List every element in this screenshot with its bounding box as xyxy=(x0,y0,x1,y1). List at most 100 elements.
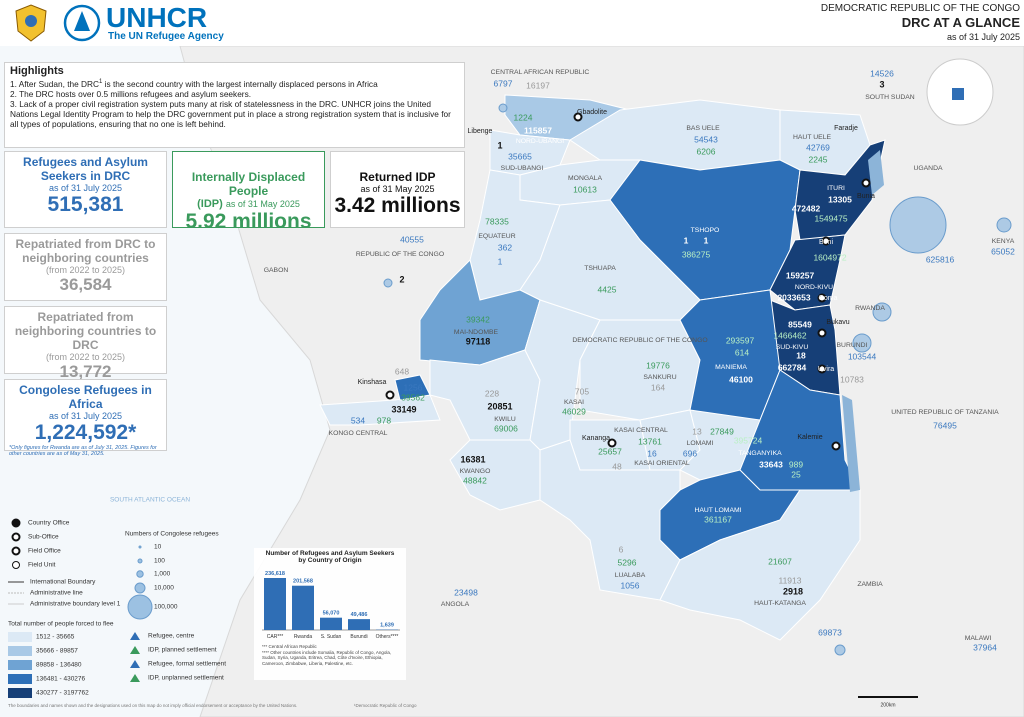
legend-label: 430277 - 3197762 xyxy=(36,690,89,697)
map-label: 13761 xyxy=(638,436,662,446)
legend-site-icon xyxy=(130,646,140,654)
legend-label: Refugee, formal settlement xyxy=(148,661,226,668)
map-label: 19776 xyxy=(646,360,670,370)
map-label: 625816 xyxy=(926,254,955,264)
office-marker xyxy=(817,293,827,303)
map-label: 978 xyxy=(377,415,391,425)
map-label: 16 xyxy=(647,448,657,458)
legend-label: Field Office xyxy=(28,548,61,555)
bar xyxy=(320,617,342,630)
country-name: DEMOCRATIC REPUBLIC OF THE CONGO xyxy=(820,3,1020,14)
map-label: KASAI ORIENTAL xyxy=(634,460,690,467)
map-label: BAS UELE xyxy=(686,125,720,132)
map-label: MALAWI xyxy=(965,635,992,642)
legend-label: 10 xyxy=(154,544,162,551)
superscript: 1 xyxy=(99,79,103,85)
highlight-item: 2. The DRC hosts over 0.5 millions refug… xyxy=(10,88,252,99)
legend-symbol xyxy=(11,518,21,528)
map-label: 472482 xyxy=(792,203,821,213)
map-label: Uvira xyxy=(818,366,834,373)
map-label: NORD-KIVU xyxy=(795,284,833,291)
inset-drc xyxy=(952,88,964,100)
highlights: Highlights 1. After Sudan, the DRC1 is t… xyxy=(4,62,465,148)
stat-title: Repatriated from DRC to neighboring coun… xyxy=(15,237,156,265)
map-label: KASAI CENTRAL xyxy=(614,427,668,434)
map-label: 13 xyxy=(692,426,702,436)
bar xyxy=(264,578,286,630)
map-label: 16381 xyxy=(460,454,485,464)
legend-label: 35666 - 89857 xyxy=(36,648,78,655)
legend-label: The boundaries and names shown and the d… xyxy=(8,703,297,708)
map-label: 103544 xyxy=(848,351,877,361)
map-label: Kalemie xyxy=(797,434,822,441)
logo-subtitle: The UN Refugee Agency xyxy=(108,31,224,42)
office-marker xyxy=(817,364,827,374)
map-label: 2033653 xyxy=(777,292,810,302)
lake xyxy=(842,395,860,492)
province xyxy=(449,439,541,511)
province xyxy=(659,489,861,641)
stat-date: as of 31 July 2025 xyxy=(48,411,123,421)
map-label: 1056 xyxy=(621,580,640,590)
map-label: 69873 xyxy=(818,627,842,637)
origin-chart-box: Number of Refugees and Asylum Seekers by… xyxy=(254,548,406,680)
map-label: KASAI xyxy=(564,399,584,406)
refugee-bubble xyxy=(996,217,1012,233)
map-label: MONGALA xyxy=(568,175,602,182)
stat-date: (from 2022 to 2025) xyxy=(45,265,126,275)
map-label: 5296 xyxy=(618,557,637,567)
category-label: CAR*** xyxy=(267,634,283,640)
map-label: HAUT UELE xyxy=(793,134,831,141)
map-label: 10783 xyxy=(840,374,864,384)
legend-label: Field Unit xyxy=(28,562,56,569)
map-label: 1549475 xyxy=(814,213,847,223)
map-label: 39562 xyxy=(401,392,425,402)
legend-swatch xyxy=(8,688,32,698)
map-label: UNITED REPUBLIC OF TANZANIA xyxy=(891,409,999,416)
office-marker xyxy=(861,178,871,188)
category-label: S. Sudan xyxy=(321,634,342,640)
map-label: 395724 xyxy=(734,435,763,445)
legend-label: 10,000 xyxy=(154,585,174,592)
value-label: 49,486 xyxy=(351,612,368,618)
legend-swatch xyxy=(8,632,32,642)
legend-bubble xyxy=(136,570,144,578)
chart-title: Number of Refugees and Asylum Seekers by… xyxy=(265,550,395,564)
stat-title: Repatriated from neighboring countries t… xyxy=(14,310,157,352)
map-label: 1 xyxy=(498,256,503,266)
map-label: 78335 xyxy=(485,216,509,226)
legend-label: 136481 - 430276 xyxy=(36,676,86,683)
chart-note: **** Other countries include Somalia, Re… xyxy=(262,649,392,666)
stat-value: 13,772 xyxy=(59,362,112,381)
map-label: 164 xyxy=(651,382,665,392)
map-label: 37964 xyxy=(973,642,997,652)
refugee-bubble xyxy=(889,196,947,254)
map-label: 85549 xyxy=(788,319,812,329)
stat-title: Refugees and Asylum Seekers in DRC xyxy=(23,155,148,183)
map-label: 76495 xyxy=(933,420,957,430)
refugee-bubble xyxy=(383,278,393,288)
map-label: 42769 xyxy=(806,142,830,152)
map-label: Beni xyxy=(819,239,833,246)
map-label: 2918 xyxy=(783,586,803,596)
highlight-item: 1. After Sudan, the DRC1 is the second c… xyxy=(10,77,459,89)
refugee-bubble xyxy=(834,644,846,656)
map-label: KENYA xyxy=(992,238,1015,245)
bar xyxy=(348,619,370,630)
map-label: Kinshasa xyxy=(358,379,387,386)
map-label: Kananga xyxy=(582,435,610,442)
legend-bubble xyxy=(137,558,143,564)
map-label: 25657 xyxy=(598,446,622,456)
legend-label: International Boundary xyxy=(30,579,96,586)
province xyxy=(394,374,431,401)
map-label: 989 xyxy=(789,459,803,469)
map-label: 48 xyxy=(612,461,622,471)
legend-label: Total number of people forced to flee xyxy=(8,621,114,628)
stat-date: (from 2022 to 2025) xyxy=(45,352,126,362)
stat-title: Internally Displaced People xyxy=(191,170,306,198)
map-label: UGANDA xyxy=(913,165,943,172)
map-label: 2 xyxy=(399,274,404,284)
text: is the second country with the largest i… xyxy=(102,78,378,89)
unhcr-emblem xyxy=(63,4,101,42)
